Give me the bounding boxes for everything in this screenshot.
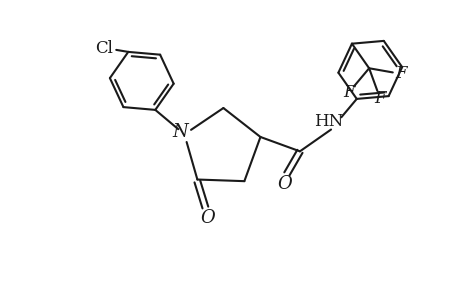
Text: HN: HN — [314, 113, 343, 130]
Text: O: O — [200, 208, 214, 226]
Text: O: O — [277, 175, 291, 193]
Text: F: F — [394, 65, 405, 82]
Text: Cl: Cl — [95, 40, 113, 57]
Text: N: N — [172, 123, 188, 141]
Text: F: F — [342, 84, 353, 101]
Text: F: F — [374, 90, 385, 107]
